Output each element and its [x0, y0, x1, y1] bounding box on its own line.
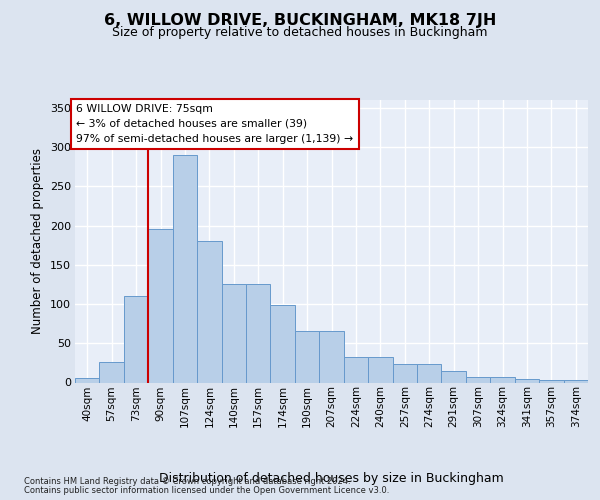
- Bar: [148, 230, 173, 382]
- Bar: [368, 356, 392, 382]
- Bar: [124, 296, 148, 382]
- Bar: [344, 356, 368, 382]
- Text: 6, WILLOW DRIVE, BUCKINGHAM, MK18 7JH: 6, WILLOW DRIVE, BUCKINGHAM, MK18 7JH: [104, 12, 496, 28]
- X-axis label: Distribution of detached houses by size in Buckingham: Distribution of detached houses by size …: [159, 472, 504, 485]
- Bar: [319, 330, 344, 382]
- Bar: [173, 155, 197, 382]
- Bar: [515, 378, 539, 382]
- Bar: [221, 284, 246, 382]
- Bar: [563, 380, 588, 382]
- Text: 6 WILLOW DRIVE: 75sqm
← 3% of detached houses are smaller (39)
97% of semi-detac: 6 WILLOW DRIVE: 75sqm ← 3% of detached h…: [76, 104, 353, 144]
- Bar: [246, 284, 271, 382]
- Text: Contains HM Land Registry data © Crown copyright and database right 2024.: Contains HM Land Registry data © Crown c…: [24, 477, 350, 486]
- Bar: [295, 330, 319, 382]
- Bar: [417, 364, 442, 382]
- Bar: [392, 364, 417, 382]
- Bar: [442, 370, 466, 382]
- Bar: [271, 305, 295, 382]
- Text: Size of property relative to detached houses in Buckingham: Size of property relative to detached ho…: [112, 26, 488, 39]
- Bar: [197, 242, 221, 382]
- Y-axis label: Number of detached properties: Number of detached properties: [31, 148, 44, 334]
- Bar: [75, 378, 100, 382]
- Bar: [490, 377, 515, 382]
- Bar: [466, 377, 490, 382]
- Bar: [100, 362, 124, 382]
- Text: Contains public sector information licensed under the Open Government Licence v3: Contains public sector information licen…: [24, 486, 389, 495]
- Bar: [539, 380, 563, 382]
